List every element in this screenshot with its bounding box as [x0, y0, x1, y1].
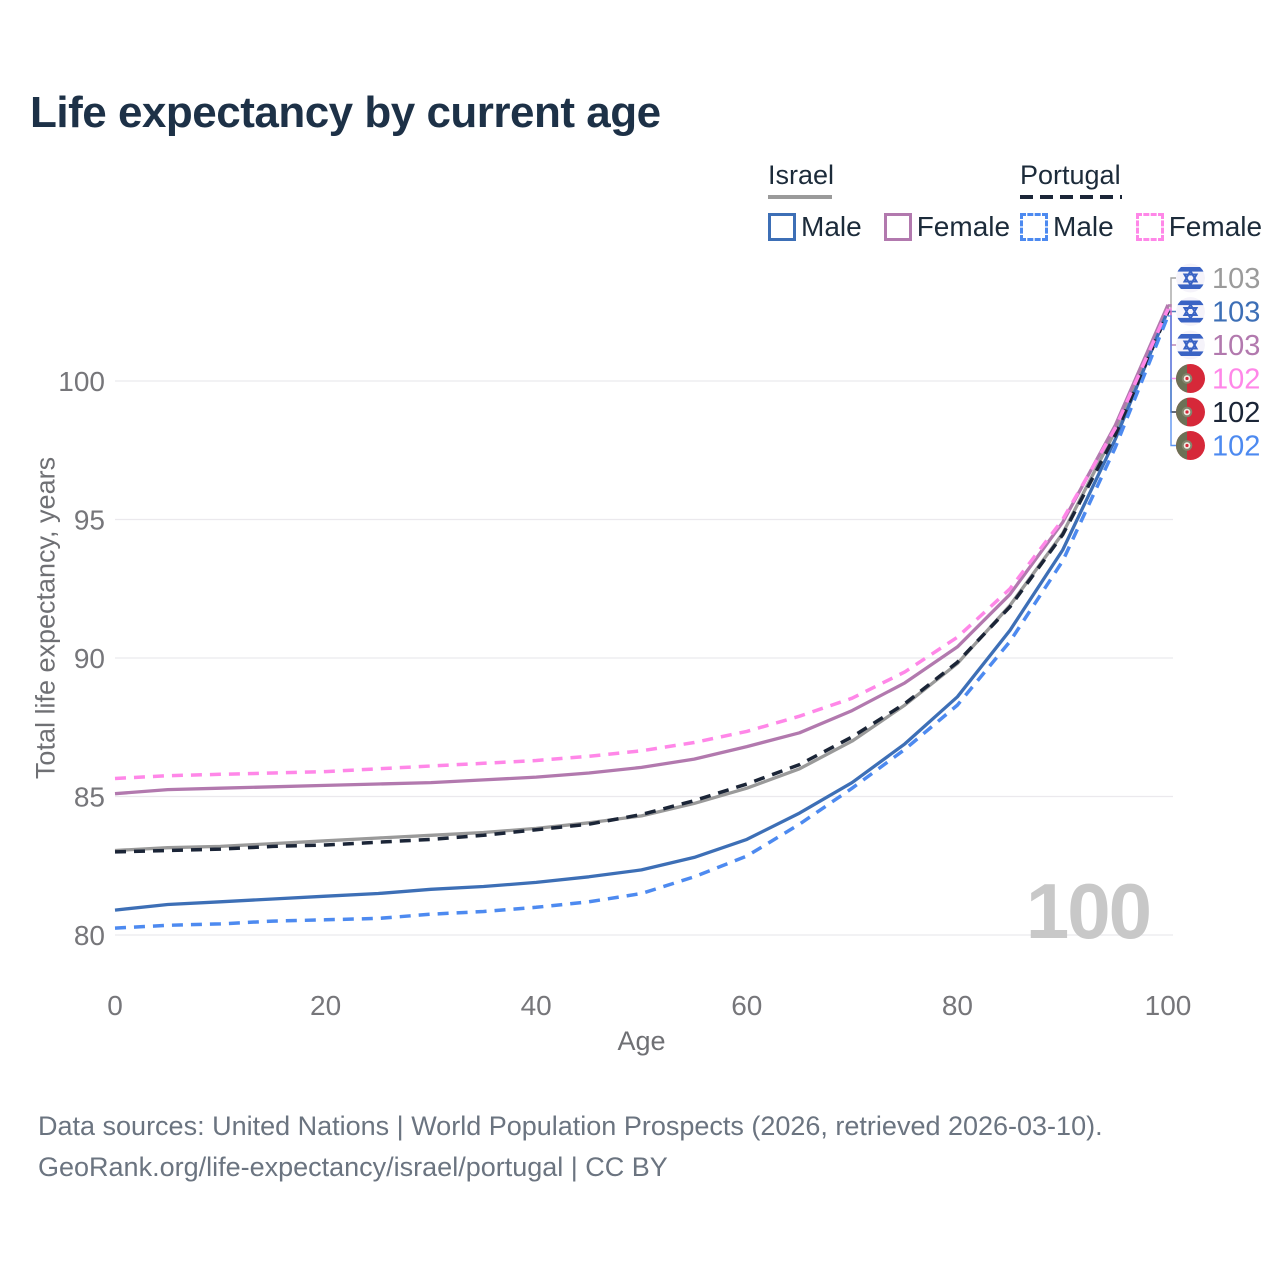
y-tick-label: 100 [58, 366, 105, 397]
israel-flag-icon [1176, 263, 1205, 293]
legend-group-israel: Israel Male Female [768, 160, 1010, 243]
attribution-line: GeoRank.org/life-expectancy/israel/portu… [38, 1152, 668, 1182]
legend-label-portugal-female: Female [1168, 211, 1263, 242]
portugal-flag-icon [1176, 431, 1205, 460]
legend-item-israel-female[interactable]: Female [883, 211, 1011, 243]
end-value-label: 102 [1212, 397, 1260, 429]
end-value-label: 102 [1212, 364, 1260, 396]
series-line-israel-female [114, 304, 1170, 796]
footer: Data sources: United Nations | World Pop… [38, 1106, 1103, 1188]
israel-solid-line-swatch [768, 195, 832, 199]
legend-item-israel-male[interactable]: Male [768, 211, 862, 243]
legend-label-portugal-male: Male [1053, 211, 1114, 242]
x-tick-label: 100 [1145, 990, 1192, 1021]
legend-country-israel: Israel [768, 160, 835, 190]
legend-label-israel-female: Female [916, 211, 1011, 242]
y-tick-label: 95 [74, 505, 105, 536]
end-label-connector [1168, 277, 1176, 307]
y-tick-label: 85 [74, 782, 105, 813]
end-value-label: 103 [1212, 263, 1260, 295]
y-axis-title: Total life expectancy, years [30, 456, 61, 780]
end-value-label: 102 [1212, 431, 1260, 463]
israel-female-swatch-icon [883, 213, 912, 241]
end-value-label: 103 [1212, 297, 1260, 329]
x-tick-label: 80 [942, 990, 973, 1021]
legend-group-portugal: Portugal Male Female [1020, 160, 1262, 243]
portugal-male-swatch-icon [1020, 213, 1048, 241]
y-tick-label: 80 [74, 920, 105, 951]
portugal-flag-icon [1176, 364, 1205, 393]
page-title: Life expectancy by current age [30, 88, 661, 137]
series-line-portugal-male [114, 315, 1170, 930]
end-label-connector [1168, 308, 1176, 380]
series-line-israel-male [114, 309, 1170, 912]
y-tick-label: 90 [74, 643, 105, 674]
series-line-portugal-total [114, 311, 1170, 854]
x-tick-label: 40 [521, 990, 552, 1021]
end-label-connector [1168, 315, 1176, 447]
end-label-connector [1168, 311, 1176, 413]
israel-flag-icon [1176, 330, 1205, 360]
legend-items-israel: Male Female [768, 211, 1010, 243]
x-axis-title: Age [617, 1026, 666, 1056]
x-tick-label: 20 [310, 990, 341, 1021]
legend-country-portugal: Portugal [1020, 160, 1121, 190]
portugal-dashed-line-swatch [1020, 195, 1122, 199]
series-line-portugal-female [114, 308, 1170, 781]
portugal-flag-icon [1176, 397, 1205, 427]
legend-item-portugal-male[interactable]: Male [1020, 211, 1114, 243]
israel-flag-icon [1176, 297, 1205, 326]
legend-items-portugal: Male Female [1020, 211, 1262, 243]
end-value-label: 103 [1212, 330, 1260, 362]
legend-label-israel-male: Male [801, 211, 862, 242]
x-tick-label: 60 [731, 990, 762, 1021]
data-sources-line: Data sources: United Nations | World Pop… [38, 1111, 1103, 1141]
x-tick-label: 0 [107, 990, 123, 1021]
age-counter-watermark: 100 [1025, 867, 1152, 955]
legend-item-portugal-female[interactable]: Female [1135, 211, 1263, 243]
israel-male-swatch-icon [768, 213, 796, 241]
portugal-female-swatch-icon [1135, 213, 1164, 241]
